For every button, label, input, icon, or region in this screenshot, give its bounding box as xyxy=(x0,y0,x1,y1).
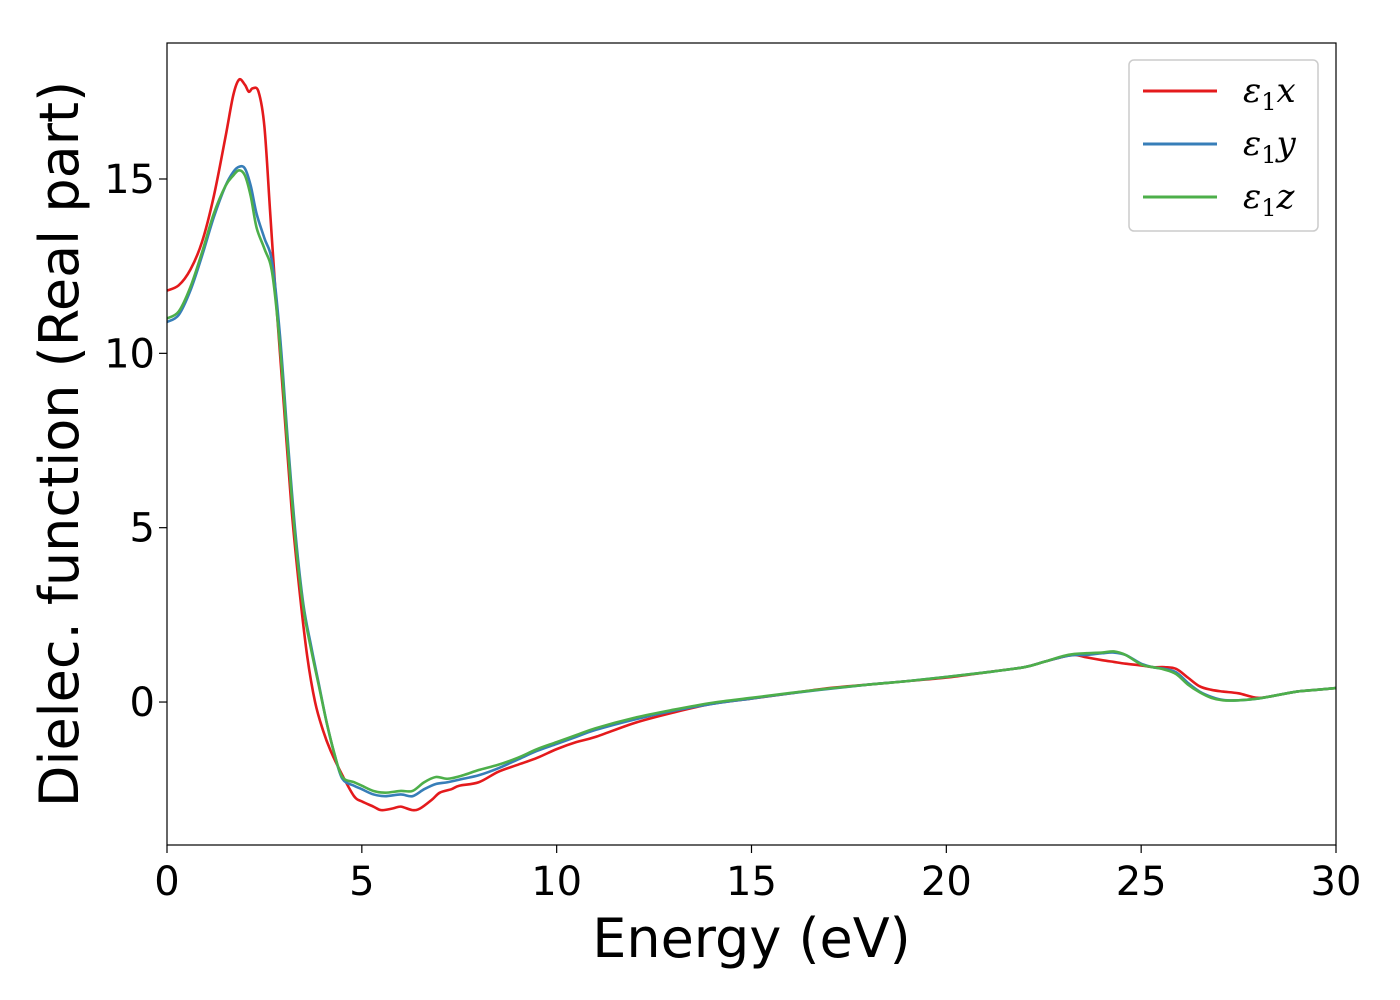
series-layer xyxy=(167,77,1336,812)
legend-item: ε1z xyxy=(1143,177,1296,222)
x-tick-label: 15 xyxy=(726,859,777,905)
x-tick-label: 0 xyxy=(154,859,179,905)
x-tick-label: 30 xyxy=(1311,859,1362,905)
y-tick-label: 5 xyxy=(130,506,155,552)
y-tick-label: 15 xyxy=(104,157,155,203)
x-tick-label: 20 xyxy=(921,859,972,905)
y-axis-ticks: 0 5 10 15 xyxy=(104,157,167,726)
y-tick-label: 10 xyxy=(104,331,155,377)
legend-label: ε1z xyxy=(1243,177,1296,222)
legend: ε1x ε1y ε1z xyxy=(1128,59,1319,232)
legend-label: ε1y xyxy=(1243,124,1297,169)
legend-label: ε1x xyxy=(1243,71,1296,116)
legend-item: ε1y xyxy=(1143,124,1297,169)
x-tick-label: 25 xyxy=(1116,859,1167,905)
y-axis-label: Dielec. function (Real part) xyxy=(28,81,91,807)
legend-item: ε1x xyxy=(1143,71,1296,116)
legend-items: ε1x ε1y ε1z xyxy=(1143,71,1297,222)
legend-box xyxy=(1128,59,1319,232)
plot-area xyxy=(166,42,1337,846)
x-tick-label: 5 xyxy=(349,859,374,905)
x-axis-label: Energy (eV) xyxy=(592,907,911,970)
y-tick-label: 0 xyxy=(130,680,155,726)
x-axis-ticks: 0 5 10 15 20 25 30 xyxy=(154,845,1361,905)
x-tick-label: 10 xyxy=(531,859,582,905)
series-line-2 xyxy=(167,168,1336,794)
